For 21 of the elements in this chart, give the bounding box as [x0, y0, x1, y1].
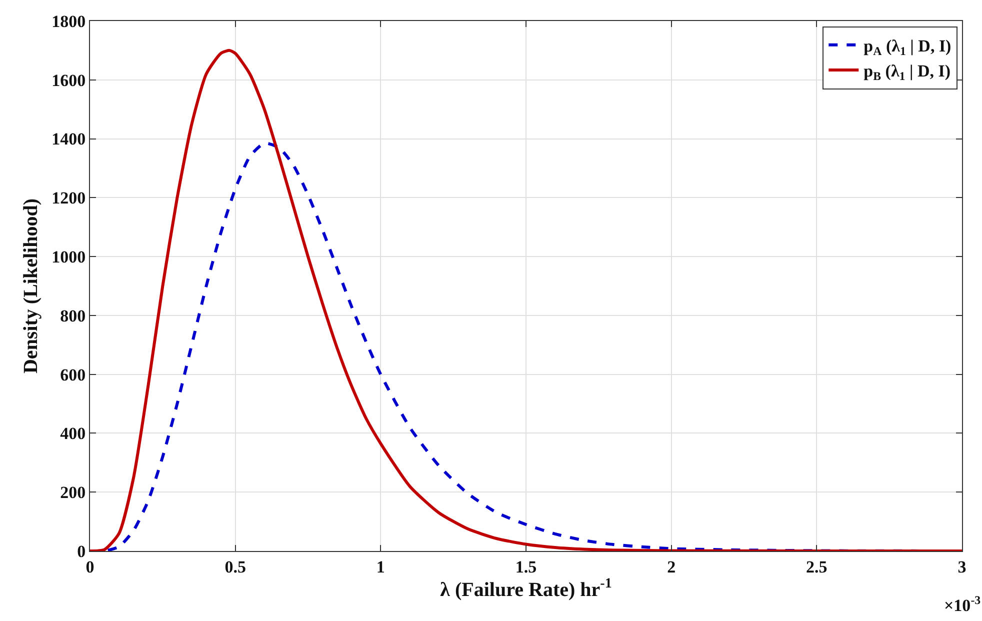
legend-label: p$_{A}$ (λ$_{1}$ | D, I)	[864, 36, 952, 58]
text: ×10$^{-3}$	[944, 593, 981, 616]
x-tick-label: 3	[958, 557, 966, 576]
x-tick-label: 0.5	[224, 557, 246, 576]
legend-label: p$_{B}$ (λ$_{1}$ | D, I)	[864, 62, 951, 84]
y-tick-label: 600	[60, 365, 86, 384]
y-tick-label: 200	[60, 483, 86, 502]
y-tick-label: 1200	[52, 188, 86, 208]
x-tick-label: 2.5	[806, 557, 828, 576]
y-tick-label: 1000	[52, 248, 86, 267]
y-tick-label: 800	[60, 306, 86, 326]
y-tick-label: 1600	[52, 70, 86, 90]
y-tick-label: 400	[60, 424, 86, 444]
y-tick-label: 1800	[52, 12, 86, 31]
x-tick-label: 2	[667, 557, 676, 576]
x-tick-label: 1	[376, 557, 385, 576]
y-tick-label: 1400	[52, 130, 86, 149]
y-axis-title: Density (Likelihood)	[20, 198, 42, 374]
y-tick-label: 0	[77, 542, 86, 561]
x-tick-label: 1.5	[515, 557, 537, 576]
x-axis-title: λ (Failure Rate) hr$^{-1}$	[440, 576, 612, 601]
